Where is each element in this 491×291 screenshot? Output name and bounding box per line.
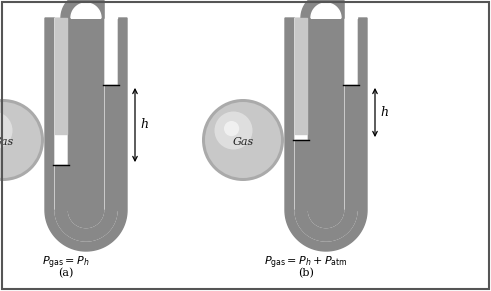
Ellipse shape — [224, 121, 239, 136]
Text: (b): (b) — [298, 268, 314, 278]
Text: Gas: Gas — [0, 137, 14, 147]
Ellipse shape — [215, 111, 252, 150]
Text: Gas: Gas — [232, 137, 254, 147]
Polygon shape — [71, 3, 101, 18]
Ellipse shape — [202, 99, 284, 181]
Polygon shape — [285, 18, 367, 251]
Text: $P_\mathrm{gas} = P_h + P_\mathrm{atm}$: $P_\mathrm{gas} = P_h + P_\mathrm{atm}$ — [264, 255, 348, 272]
Text: h: h — [380, 106, 388, 119]
Polygon shape — [55, 210, 117, 241]
Text: (a): (a) — [58, 268, 74, 278]
Polygon shape — [61, 0, 111, 18]
Ellipse shape — [205, 102, 281, 178]
Polygon shape — [55, 18, 117, 241]
Text: h: h — [140, 118, 148, 132]
Polygon shape — [311, 3, 341, 18]
Ellipse shape — [0, 99, 44, 181]
Polygon shape — [295, 18, 357, 241]
Polygon shape — [295, 210, 357, 241]
Polygon shape — [45, 18, 127, 251]
Ellipse shape — [0, 111, 12, 150]
Polygon shape — [301, 0, 351, 18]
Text: $P_\mathrm{gas} = P_h$: $P_\mathrm{gas} = P_h$ — [42, 255, 90, 272]
Text: Vacuum: Vacuum — [0, 290, 1, 291]
Ellipse shape — [0, 102, 41, 178]
